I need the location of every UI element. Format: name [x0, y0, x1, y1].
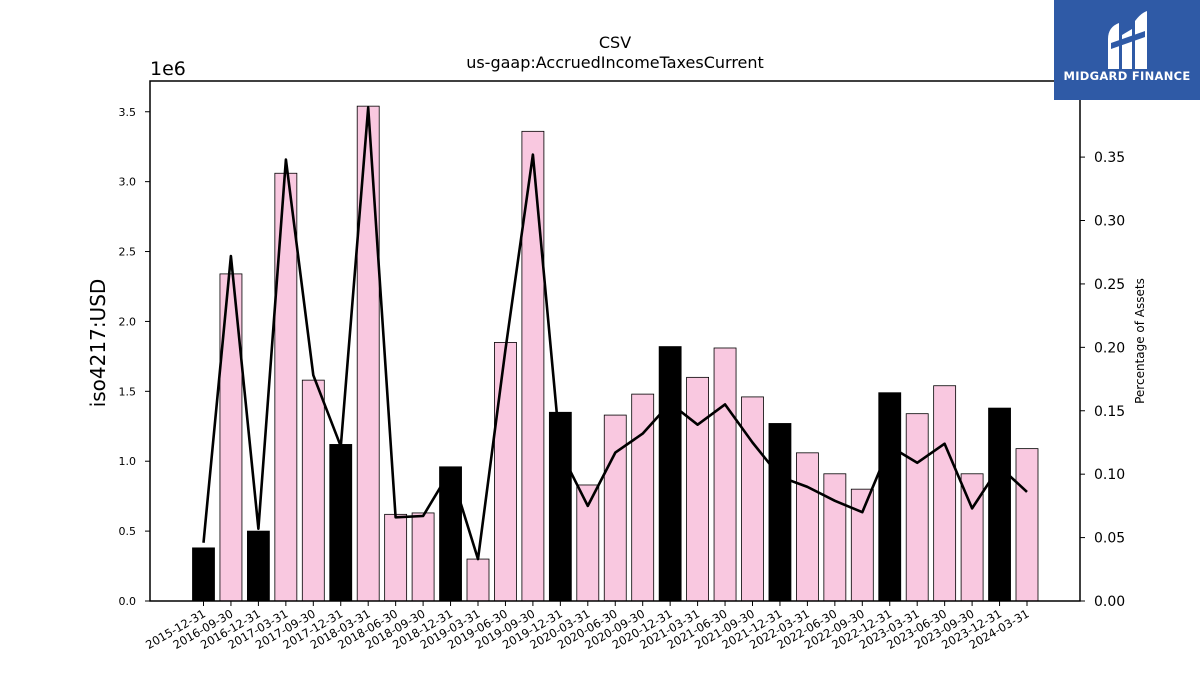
chart-title: CSV	[599, 33, 631, 52]
bar-2022-09-30	[850, 488, 874, 602]
bar-2017-09-30	[301, 379, 325, 602]
bar-2017-12-31	[329, 444, 353, 602]
bar-2022-06-30	[823, 473, 847, 602]
bar-2022-12-31	[878, 392, 902, 602]
bar-2023-06-30	[933, 385, 957, 602]
y-tick-label: 0.0	[119, 595, 137, 608]
percentage-of-assets-line	[202, 106, 1028, 561]
chart-subtitle: us-gaap:AccruedIncomeTaxesCurrent	[466, 53, 764, 72]
y-tick-label: 3.5	[119, 106, 137, 119]
bar-2017-03-31	[274, 172, 298, 602]
y-offset-label: 1e6	[150, 58, 186, 80]
y-tick-label: 2.5	[119, 246, 137, 259]
y-tick-label: 3.0	[119, 176, 137, 189]
bar-2018-03-31	[356, 105, 380, 602]
y2-tick-label: 0.15	[1094, 404, 1125, 420]
bar-2018-09-30	[411, 512, 435, 602]
axes: 0.0 0.5 1.0 1.5 2.0 2.5 3.0 3.5 0.00 0.05 0.10 0.15…	[119, 80, 1125, 652]
bar-2023-03-31	[905, 413, 929, 602]
bar-2021-09-30	[741, 396, 764, 602]
y2-tick-label: 0.10	[1094, 467, 1125, 483]
y-tick-label: 2.0	[119, 315, 137, 328]
bar-2020-06-30	[603, 414, 627, 602]
bar-2021-03-31	[686, 376, 709, 602]
bar-2021-06-30	[713, 347, 737, 602]
bar-2021-12-31	[768, 423, 792, 602]
bar-2023-12-31	[988, 407, 1011, 602]
y2-tick-label: 0.20	[1094, 340, 1125, 356]
bar-2015-12-31	[192, 547, 215, 602]
bar-2018-12-31	[439, 466, 462, 602]
y2-tick-label: 0.00	[1094, 594, 1125, 610]
y2-tick-label: 0.05	[1094, 531, 1125, 547]
bar-2020-03-31	[576, 484, 600, 602]
midgard-logo-icon	[1108, 11, 1147, 69]
y-tick-label: 1.5	[119, 385, 137, 398]
bar-2018-06-30	[384, 513, 408, 602]
percentage-line-layer	[202, 106, 1028, 561]
y2-tick-label: 0.30	[1094, 214, 1125, 230]
bar-2022-03-31	[796, 452, 819, 602]
y-tick-label: 0.5	[119, 525, 137, 538]
midgard-finance-logo: MIDGARD FINANCE	[1054, 0, 1200, 100]
y2-axis-label: Percentage of Assets	[1133, 278, 1147, 404]
bar-2020-12-31	[658, 346, 682, 602]
bar-2024-03-31	[1015, 448, 1039, 602]
y-tick-label: 1.0	[119, 455, 137, 468]
y2-tick-label: 0.25	[1094, 277, 1125, 293]
bar-2019-03-31	[466, 558, 490, 602]
y-axis-label: iso4217:USD	[86, 279, 110, 408]
y2-tick-label: 0.35	[1094, 150, 1125, 166]
bar-2016-12-31	[246, 530, 270, 602]
bar-2019-06-30	[494, 341, 517, 602]
logo-text: MIDGARD FINANCE	[1063, 69, 1191, 83]
bars	[192, 105, 1039, 602]
